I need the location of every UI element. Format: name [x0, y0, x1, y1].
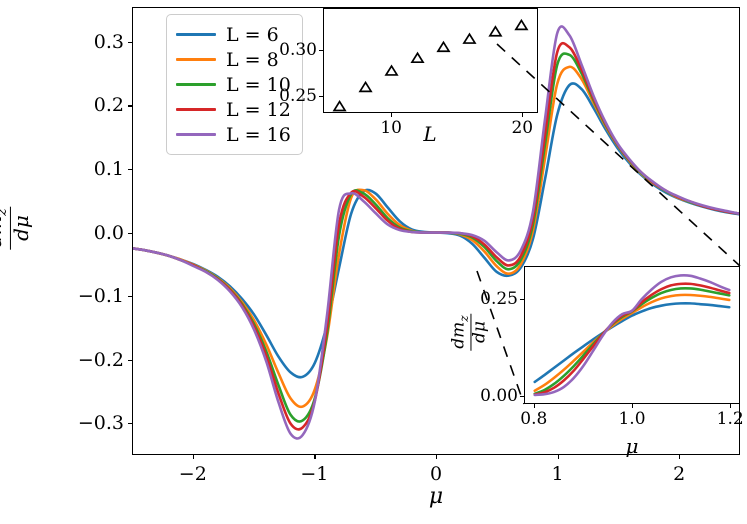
y-tick-mark: [128, 169, 132, 171]
y-axis-label: dmz dμ: [0, 206, 33, 250]
inset-bottom-x-tick-label: 1.0: [618, 409, 646, 429]
inset-top-marker-5: [462, 32, 477, 44]
inset-bottom-x-tick-mark: [533, 404, 535, 408]
legend-item-3[interactable]: L = 12: [176, 97, 291, 122]
legend-label: L = 16: [226, 123, 291, 146]
inset-bottom-x-tick-label: 0.8: [520, 409, 548, 429]
inset-bottom-curve-3: [533, 282, 731, 396]
inset-top-y-tick-label: 0.25: [279, 86, 317, 107]
legend-label: L = 12: [226, 98, 291, 121]
inset-top-marker-6: [488, 25, 503, 37]
y-tick-label: −0.3: [77, 412, 124, 435]
y-tick-mark: [128, 423, 132, 425]
inset-top-marker-3: [410, 51, 425, 64]
inset-bottom-curve-0: [533, 302, 731, 384]
x-tick-label: −1: [300, 463, 329, 485]
x-axis-label: μ: [428, 484, 444, 509]
inset-top-marker-0: [332, 99, 347, 112]
y-tick-label: 0.2: [93, 94, 124, 117]
inset-bottom-x-axis-label: μ: [625, 434, 639, 458]
inset-top-marker-2: [384, 64, 399, 76]
inset-bottom-y-tick-label: 0.00: [480, 386, 518, 407]
x-tick-mark: [314, 455, 316, 459]
y-tick-label: 0.0: [93, 221, 124, 244]
inset-bottom-x-tick-mark: [730, 404, 732, 408]
x-tick-label: 1: [551, 463, 564, 485]
y-tick-label: −0.2: [77, 348, 124, 371]
inset-top-x-axis-label: L: [423, 122, 437, 146]
inset-zoom-plot: [524, 266, 740, 404]
y-axis-label-numerator: dm: [0, 215, 6, 248]
inset-top-x-tick-mark: [522, 113, 524, 117]
legend-line-swatch: [176, 133, 216, 136]
inset-top-x-tick-label: 20: [511, 118, 534, 138]
inset-bottom-y-tick-mark: [520, 299, 524, 301]
inset-scaling-plot: [323, 8, 538, 113]
y-tick-mark: [128, 296, 132, 298]
inset-top-y-tick-mark: [319, 96, 323, 98]
y-tick-mark: [128, 359, 132, 361]
y-tick-label: 0.3: [93, 30, 124, 53]
legend-line-swatch: [176, 108, 216, 111]
legend-label: L = 6: [226, 23, 279, 46]
inset-bottom-y-numerator: dm: [448, 321, 469, 349]
inset-bottom-x-tick-label: 1.2: [716, 409, 744, 429]
inset-bottom-y-axis-label: dmz dμ: [448, 313, 490, 351]
inset-bottom-curve-1: [533, 293, 731, 393]
x-tick-mark: [436, 455, 438, 459]
inset-top-x-tick-label: 10: [380, 118, 402, 138]
x-tick-label: −2: [178, 463, 207, 485]
inset-top-marker-1: [358, 80, 373, 93]
y-tick-mark: [128, 41, 132, 44]
y-tick-mark: [128, 232, 132, 234]
legend-item-4[interactable]: L = 16: [176, 122, 291, 147]
inset-top-marker-4: [436, 40, 451, 53]
y-tick-label: 0.1: [93, 158, 124, 181]
inset-top-x-tick-mark: [391, 113, 393, 117]
y-axis-label-denominator: dμ: [9, 206, 33, 250]
inset-bottom-y-denominator: dμ: [470, 313, 490, 351]
x-tick-label: 2: [673, 463, 686, 485]
legend-label: L = 8: [226, 48, 279, 71]
legend-line-swatch: [176, 33, 216, 36]
inset-bottom-curve-4: [533, 274, 731, 397]
legend-item-0[interactable]: L = 6: [176, 22, 291, 47]
inset-top-y-tick-label: 0.30: [279, 39, 317, 60]
legend-item-2[interactable]: L = 10: [176, 72, 291, 97]
inset-top-y-tick-mark: [319, 49, 323, 51]
x-tick-mark: [557, 455, 559, 459]
inset-bottom-x-tick-mark: [632, 404, 634, 408]
legend-label: L = 10: [226, 73, 291, 96]
x-tick-mark: [679, 455, 681, 459]
inset-zoom-series: [533, 274, 731, 397]
legend-line-swatch: [176, 83, 216, 86]
inset-bottom-y-tick-label: 0.25: [480, 289, 518, 310]
y-tick-label: −0.1: [77, 285, 124, 308]
inset-scaling-markers: [332, 18, 529, 112]
legend-line-swatch: [176, 58, 216, 61]
y-tick-mark: [128, 105, 132, 107]
inset-top-marker-7: [514, 18, 529, 31]
x-tick-mark: [192, 455, 194, 459]
x-tick-label: 0: [429, 463, 443, 485]
inset-bottom-y-tick-mark: [520, 396, 524, 398]
legend-item-1[interactable]: L = 8: [176, 47, 291, 72]
